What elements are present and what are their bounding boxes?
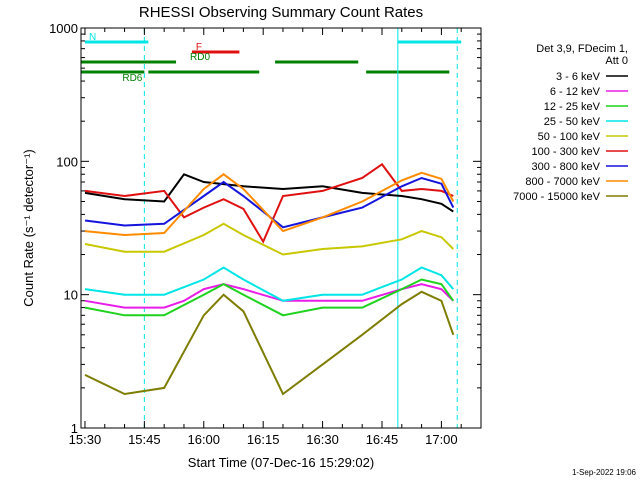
- series-line: [84, 290, 455, 396]
- flag-bar-label: RD6: [122, 73, 142, 84]
- series-line: [84, 278, 455, 317]
- y-axis-label: Count Rate (s⁻¹ detector⁻¹): [21, 149, 36, 307]
- x-tick-label: 15:45: [128, 432, 161, 447]
- x-tick-label: 16:00: [187, 432, 220, 447]
- legend-label: 12 - 25 keV: [544, 101, 601, 113]
- legend-label: 50 - 100 keV: [538, 131, 601, 143]
- x-tick-label: 17:00: [425, 432, 458, 447]
- legend-label: 100 - 300 keV: [532, 146, 601, 158]
- y-tick-label: 1000: [49, 21, 78, 36]
- flag-bar-label: F: [196, 42, 202, 53]
- x-axis-ticks: 15:30 15:45 16:00 16:15 16:30 16:45 17:00: [69, 28, 482, 447]
- series-line: [84, 266, 455, 302]
- legend-label: 25 - 50 keV: [544, 116, 601, 128]
- footer-date: 1-Sep-2022 19:06: [572, 468, 637, 477]
- x-tick-label: 16:30: [306, 432, 339, 447]
- chart-title: RHESSI Observing Summary Count Rates: [139, 4, 423, 21]
- legend-header: Det 3,9, FDecim 1,: [536, 43, 628, 55]
- y-tick-label: 1: [71, 421, 78, 436]
- series-line: [84, 222, 455, 256]
- series-line: [84, 283, 455, 309]
- y-axis-ticks: 1 10 100 1000: [49, 21, 481, 436]
- x-tick-label: 16:45: [366, 432, 399, 447]
- flag-bar-label: RD0: [190, 52, 210, 63]
- legend-label: 800 - 7000 keV: [525, 176, 600, 188]
- y-tick-label: 100: [56, 154, 78, 169]
- y-tick-label: 10: [64, 288, 78, 303]
- x-tick-label: 16:15: [247, 432, 280, 447]
- legend-header: Att 0: [605, 55, 628, 67]
- x-tick-label: 15:30: [69, 432, 102, 447]
- legend: Det 3,9, FDecim 1,Att 0 3 - 6 keV 6 - 12 k…: [513, 43, 628, 203]
- series-line: [84, 176, 455, 229]
- series-line: [84, 171, 455, 237]
- vertical-markers: [143, 28, 458, 428]
- series-lines: [84, 162, 455, 396]
- flag-bar-label: N: [89, 32, 96, 43]
- x-axis-label: Start Time (07-Dec-16 15:29:02): [188, 455, 374, 470]
- legend-label: 7000 - 15000 keV: [513, 191, 601, 203]
- legend-label: 3 - 6 keV: [556, 71, 601, 83]
- plot-frame: [80, 27, 482, 429]
- legend-label: 6 - 12 keV: [550, 86, 601, 98]
- legend-label: 300 - 800 keV: [532, 161, 601, 173]
- series-line: [84, 173, 454, 213]
